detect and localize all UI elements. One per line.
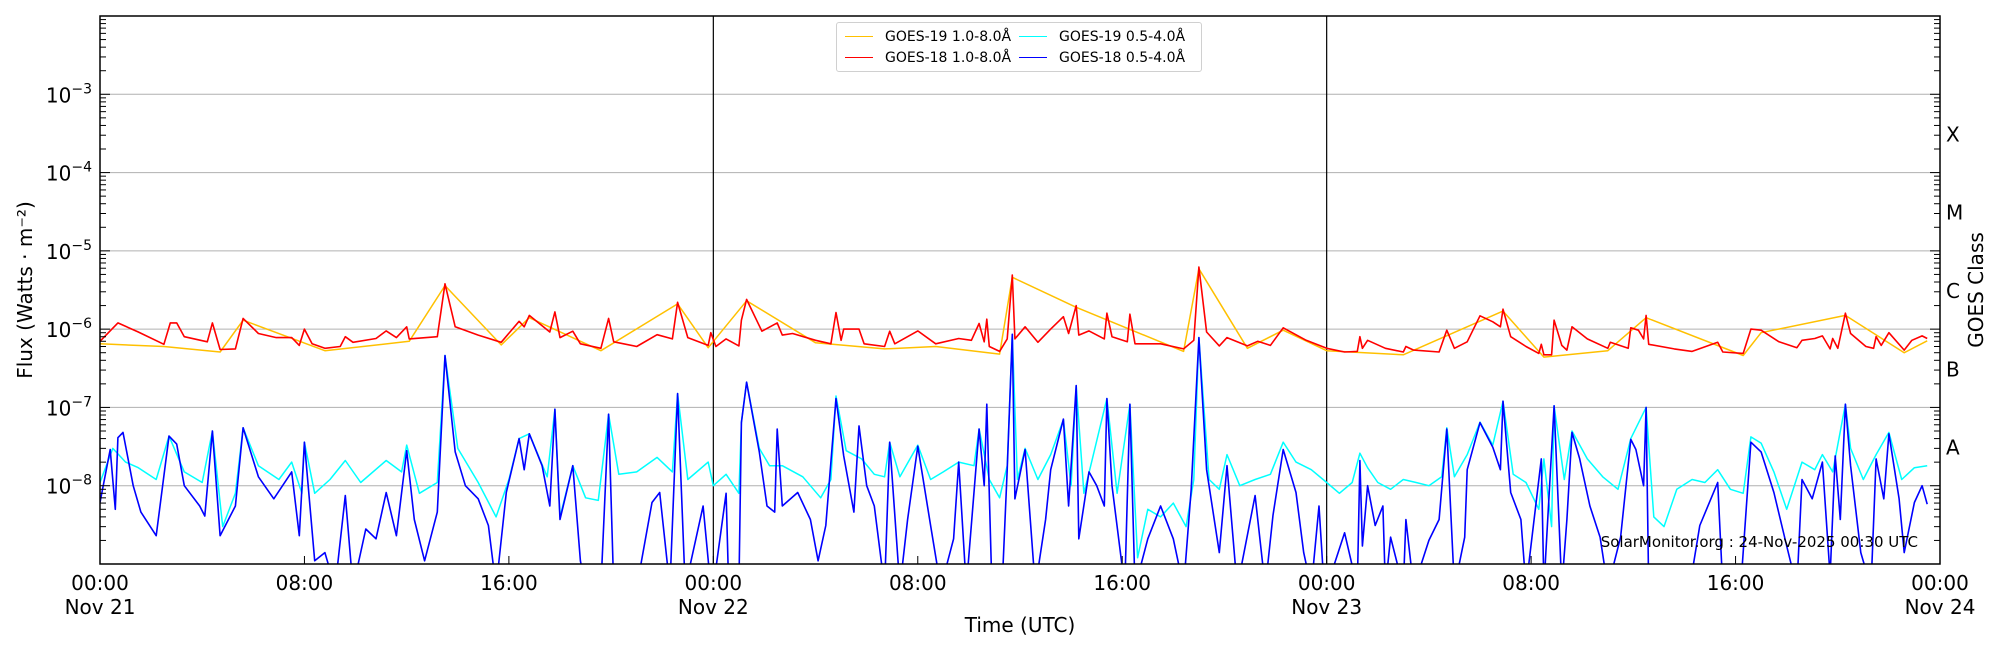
x-tick-label: 16:00	[480, 571, 538, 595]
legend-item: GOES-18 1.0-8.0Å	[845, 47, 1019, 68]
y-tick-label: 10−5	[46, 238, 92, 264]
legend-label: GOES-19 1.0-8.0Å	[885, 28, 1012, 45]
legend: GOES-19 1.0-8.0Å GOES-19 0.5-4.0Å GOES-1…	[836, 22, 1202, 72]
x-tick-label: 08:00	[1502, 571, 1560, 595]
goes-class-label: M	[1946, 201, 1963, 225]
y2-axis-label: GOES Class	[1964, 232, 1988, 348]
x-tick-label: 00:00	[1911, 571, 1969, 595]
goes-class-label: B	[1946, 357, 1960, 381]
grid-lines	[100, 93, 1940, 487]
x-tick-label: 16:00	[1093, 571, 1151, 595]
y-tick-label: 10−6	[46, 316, 92, 342]
x-tick-label: 00:00	[71, 571, 129, 595]
x-tick-date-label: Nov 21	[65, 595, 136, 619]
legend-item: GOES-19 1.0-8.0Å	[845, 26, 1019, 47]
legend-swatch	[1019, 57, 1047, 58]
goes-class-label: X	[1946, 122, 1960, 146]
series-lines	[100, 266, 1928, 564]
y-tick-label: 10−4	[46, 160, 92, 186]
y-axis-label: Flux (Watts · m⁻²)	[13, 201, 37, 379]
x-tick-date-label: Nov 22	[678, 595, 749, 619]
x-tick-label: 16:00	[1707, 571, 1765, 595]
legend-swatch	[845, 57, 873, 58]
legend-label: GOES-19 0.5-4.0Å	[1059, 28, 1186, 45]
day-boundary-lines	[712, 16, 1328, 564]
x-tick-label: 08:00	[889, 571, 947, 595]
x-tick-label: 00:00	[685, 571, 743, 595]
series-line-goes-18-1-0-8-0-	[100, 266, 1928, 356]
series-line-goes-19-1-0-8-0-	[100, 268, 1928, 358]
goes-class-label: C	[1946, 279, 1960, 303]
y-tick-label: 10−8	[46, 473, 92, 499]
y-tick-label: 10−3	[46, 81, 92, 107]
plot-frame	[99, 15, 1941, 565]
legend-item: GOES-19 0.5-4.0Å	[1019, 26, 1193, 47]
legend-label: GOES-18 0.5-4.0Å	[1059, 49, 1186, 66]
x-tick-date-label: Nov 24	[1905, 595, 1976, 619]
series-line-goes-18-0-5-4-0-	[100, 333, 1928, 564]
x-axis-label: Time (UTC)	[964, 613, 1076, 637]
goes-class-label: A	[1946, 436, 1960, 460]
y-tick-label: 10−7	[46, 394, 92, 420]
legend-swatch	[1019, 36, 1047, 37]
legend-swatch	[845, 36, 873, 37]
legend-item: GOES-18 0.5-4.0Å	[1019, 47, 1193, 68]
legend-label: GOES-18 1.0-8.0Å	[885, 49, 1012, 66]
source-annotation: SolarMonitor.org : 24-Nov-2025 00:30 UTC	[1600, 533, 1918, 551]
x-tick-label: 08:00	[276, 571, 334, 595]
x-tick-label: 00:00	[1298, 571, 1356, 595]
x-tick-date-label: Nov 23	[1291, 595, 1362, 619]
